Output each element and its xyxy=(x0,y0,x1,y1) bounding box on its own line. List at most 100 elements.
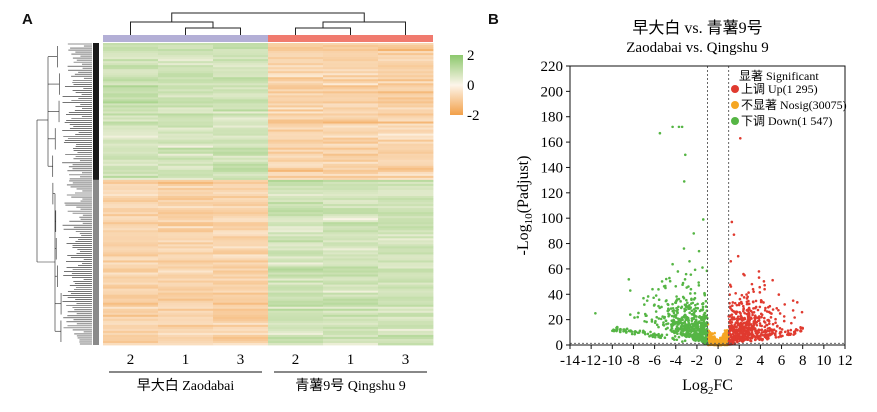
heatmap-cell xyxy=(323,270,379,273)
heatmap-cell xyxy=(268,234,324,237)
heatmap-cell xyxy=(158,181,214,185)
heatmap-cell xyxy=(158,67,214,70)
data-point xyxy=(746,295,749,299)
heatmap-cell xyxy=(158,97,214,100)
data-point xyxy=(671,302,674,306)
heatmap-cell xyxy=(268,121,324,124)
heatmap-cell xyxy=(268,147,324,151)
heatmap-cell xyxy=(158,165,214,169)
data-point xyxy=(701,266,704,269)
heatmap-cell xyxy=(213,183,269,187)
heatmap-cell xyxy=(268,173,324,177)
heatmap-cell xyxy=(323,254,379,257)
heatmap-cell xyxy=(378,189,434,193)
heatmap-cell xyxy=(103,151,159,155)
heatmap-cell xyxy=(213,202,269,205)
data-point xyxy=(645,299,649,302)
legend-title: 显著 Significant xyxy=(739,69,819,83)
heatmap-cell xyxy=(158,292,214,296)
data-point xyxy=(675,321,678,325)
data-point xyxy=(685,332,689,336)
heatmap-cell xyxy=(378,202,434,205)
heatmap-cell xyxy=(268,280,324,283)
data-point xyxy=(771,330,774,333)
column-label: 1 xyxy=(347,352,355,368)
heatmap-cell xyxy=(268,254,324,257)
heatmap-cell xyxy=(268,107,324,110)
data-point xyxy=(756,336,760,339)
heatmap-cell xyxy=(323,109,379,112)
heatmap-cell xyxy=(323,137,379,141)
heatmap-cell xyxy=(213,105,269,108)
heatmap-cell xyxy=(378,272,434,275)
data-point xyxy=(742,296,746,299)
heatmap-cell xyxy=(323,252,379,255)
data-point xyxy=(637,311,640,315)
heatmap-cell xyxy=(103,149,159,153)
heatmap-cell xyxy=(323,300,379,304)
data-point xyxy=(764,306,767,310)
heatmap-cell xyxy=(323,189,379,193)
heatmap-cell xyxy=(378,256,434,259)
heatmap-cell xyxy=(323,282,379,285)
heatmap-cell xyxy=(323,332,379,336)
heatmap-cell xyxy=(213,49,269,52)
heatmap-cell xyxy=(158,55,214,58)
legend-marker xyxy=(731,117,739,125)
heatmap-cell xyxy=(103,53,159,56)
heatmap-cell xyxy=(268,129,324,132)
data-point xyxy=(762,301,765,304)
data-point xyxy=(674,284,678,288)
data-point xyxy=(698,316,702,319)
heatmap-cell xyxy=(323,175,379,179)
heatmap-cell xyxy=(378,214,434,217)
data-point xyxy=(701,308,704,312)
heatmap-cell xyxy=(103,121,159,124)
data-point xyxy=(665,333,669,337)
data-point xyxy=(758,305,762,309)
data-point xyxy=(754,305,758,309)
heatmap-cell xyxy=(103,230,159,233)
data-point xyxy=(724,331,727,334)
heatmap-cell xyxy=(268,332,324,336)
data-point xyxy=(672,311,676,315)
data-point xyxy=(745,293,748,296)
heatmap-cell xyxy=(158,242,214,245)
heatmap-cell xyxy=(268,288,324,292)
data-point xyxy=(729,306,732,310)
heatmap-cell xyxy=(378,336,434,340)
data-point xyxy=(681,340,684,343)
data-point xyxy=(643,319,646,323)
data-point xyxy=(628,289,632,292)
heatmap-cell xyxy=(268,79,324,82)
x-tick-label: -12 xyxy=(581,353,601,369)
heatmap-cell xyxy=(268,159,324,163)
heatmap-cell xyxy=(158,185,214,189)
data-point xyxy=(758,334,762,338)
heatmap-cell xyxy=(103,65,159,68)
heatmap-cell xyxy=(268,151,324,155)
heatmap-cell xyxy=(158,328,214,332)
heatmap-cell xyxy=(103,198,159,201)
heatmap-cell xyxy=(158,95,214,98)
heatmap-cell xyxy=(268,163,324,167)
heatmap-cell xyxy=(158,336,214,340)
heatmap-cell xyxy=(103,302,159,306)
heatmap-cell xyxy=(103,234,159,237)
x-tick-label: 12 xyxy=(838,353,853,369)
legend-entry-label: 上调 Up(1 295) xyxy=(741,82,818,96)
heatmap-cell xyxy=(268,306,324,310)
data-point xyxy=(719,336,722,340)
heatmap-cell xyxy=(323,206,379,209)
heatmap-cell xyxy=(158,298,214,302)
heatmap-cell xyxy=(323,49,379,52)
heatmap-cell xyxy=(213,280,269,283)
heatmap-cell xyxy=(378,137,434,141)
heatmap-cell xyxy=(378,101,434,104)
heatmap-cell xyxy=(323,310,379,314)
heatmap-cell xyxy=(103,204,159,207)
heatmap-cell xyxy=(323,155,379,159)
heatmap-cell xyxy=(158,268,214,271)
data-point xyxy=(772,328,776,332)
heatmap-cell xyxy=(213,246,269,249)
